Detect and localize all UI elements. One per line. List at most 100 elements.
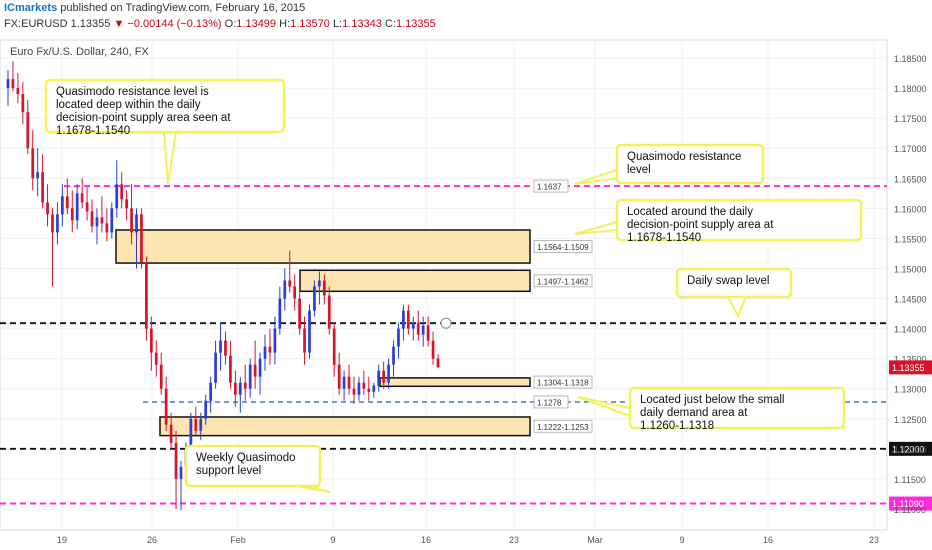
candle-body [65,196,69,209]
zone-label-box [533,419,593,433]
quote-line: FX:EURUSD 1.13355 ▼ −0.00144 (−0.13%) O:… [4,18,436,30]
candle-body [332,328,336,365]
candle-body [372,385,376,392]
x-tick-label: 26 [147,535,157,545]
candle-body [46,202,49,215]
down-arrow-icon: ▼ [113,18,125,30]
candle-body [308,310,311,353]
zone-label-box [533,274,593,288]
y-tick-label: 1.18500 [894,54,927,64]
supply-demand-zone [379,377,531,388]
candle-body [36,172,40,179]
candle-body [41,172,44,203]
high-label: H: [279,18,291,30]
candle-body [100,217,104,224]
callout-annotation: Quasimodo resistance level [574,143,765,185]
candle-body [268,346,272,353]
x-tick-label: 19 [57,535,67,545]
candle-body [411,322,415,329]
candle-body [258,358,262,377]
candle-body [352,388,356,395]
y-tick-label: 1.16000 [894,204,927,214]
candle-body [115,184,119,209]
candle-body [288,280,292,287]
last-price-label: 1.13355 [892,363,925,373]
low-label: L: [332,18,343,30]
callout-text: Daily swap level [687,275,769,287]
candle-body [436,358,440,368]
close-value: 1.13355 [395,18,436,30]
candle-body [248,364,252,389]
callout-box [184,444,322,488]
level-label: 1.1637 [537,183,562,192]
candle-body [130,208,133,233]
candle-body [313,286,316,311]
candle-body [229,355,232,383]
callout-text: Quasimodo resistance level is located dee… [56,86,231,137]
callout-box [675,267,793,299]
zone-label-box [533,375,593,389]
candle-body [61,196,64,215]
chart-title: Euro Fx/U.S. Dollar, 240, FX [10,46,149,58]
candle-body [426,325,430,341]
y-tick-label: 1.13000 [894,385,927,395]
price-axis: 1.18500 1.18000 1.17500 1.17000 1.16500 1.160… [889,54,932,515]
x-tick-label: Mar [587,535,603,545]
supply-demand-zone [299,269,531,293]
candle-body [21,94,25,113]
candle-body [421,325,425,335]
candle-body [347,376,351,389]
zone-label: 1.1564-1.1509 [537,243,589,252]
y-tick-label: 1.18000 [894,84,927,94]
candle-body [204,400,208,419]
candle-body [164,388,168,425]
candle-body [135,214,138,233]
candle-body [209,382,213,401]
callout-box [44,78,286,134]
callout-text: Weekly Quasimodo support level [196,452,296,477]
candle-body [283,280,287,299]
publisher-name[interactable]: ICmarkets [4,2,58,14]
candle-body [233,382,237,395]
candle-body [179,466,183,479]
low-value: 1.13343 [342,18,382,30]
callout-text: Located just below the small daily demand… [640,394,784,432]
callout-annotation: Quasimodo resistance level is located dee… [44,78,286,185]
supply-demand-zone [115,229,531,264]
chart-header: ICmarkets published on TradingView.com, … [0,0,932,38]
high-value: 1.13570 [290,18,330,30]
x-tick-label: 16 [421,535,431,545]
candle-body [362,382,366,389]
candle-body [199,418,203,431]
axis-level-tag [889,496,932,511]
candle-body [402,310,405,329]
candle-body [56,214,59,233]
axis-level-label: 1.11090 [892,499,924,509]
callout-layer: Quasimodo resistance level is located dee… [44,78,863,493]
x-tick-label: 16 [763,535,773,545]
candle-body [303,328,306,353]
y-tick-label: 1.11000 [894,505,926,515]
candle-body [194,418,198,431]
callout-box [615,143,765,185]
level-label-box [533,395,569,409]
candle-body [342,376,346,389]
candle-body [140,214,143,263]
candle-body [298,298,301,329]
y-tick-label: 1.14500 [894,295,927,305]
time-axis: 19 26 Feb 9 16 23 Mar 9 16 23 [57,535,879,545]
level-label: 1.1278 [537,398,562,407]
zone-layer: 1.1564-1.1509 1.1497-1.1462 1.1304-1.1318 1… [115,229,593,437]
candle-body [11,79,15,89]
candle-body [75,193,79,221]
candle-body [110,208,114,233]
candle-body [189,418,193,449]
candle-body [387,364,390,383]
candle-body [85,202,89,212]
candle-body [149,328,153,353]
candle-body [51,214,54,233]
candle-body [406,310,410,329]
x-tick-label: 23 [869,535,879,545]
candle-body [80,193,84,203]
